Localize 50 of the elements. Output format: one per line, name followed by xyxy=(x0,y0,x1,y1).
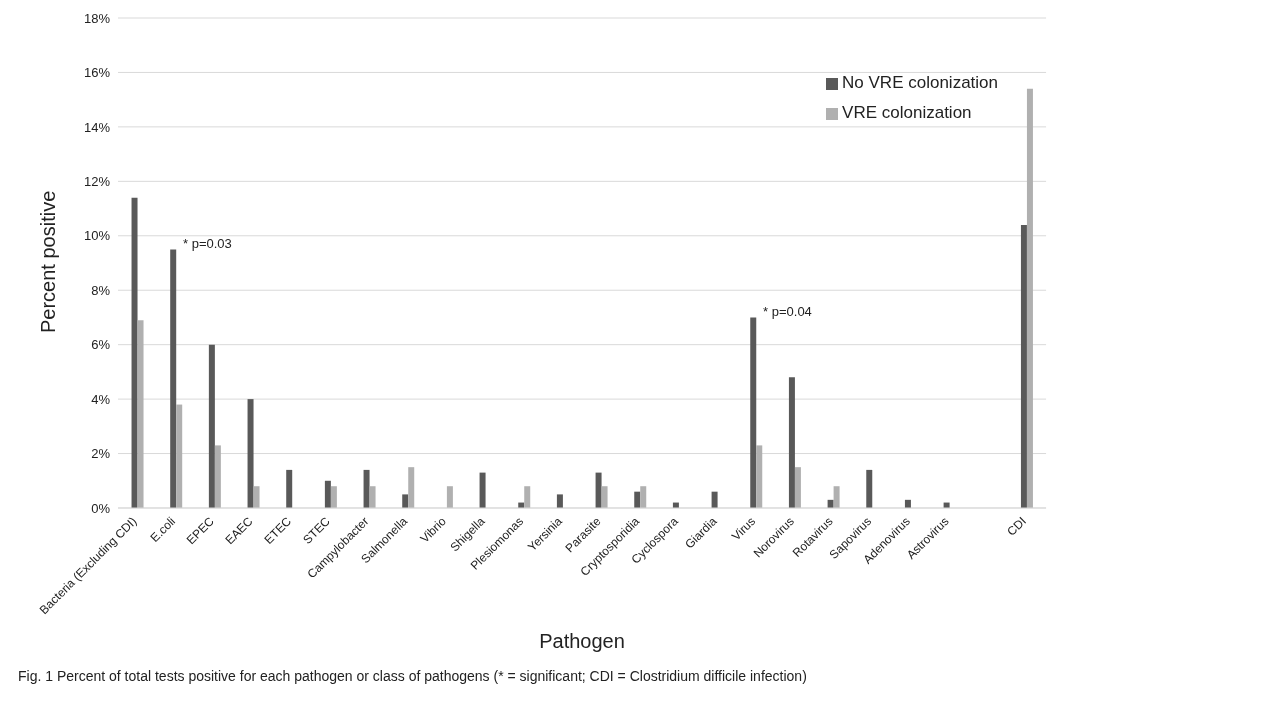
y-tick-label: 8% xyxy=(91,282,111,298)
x-tick-label: CDI xyxy=(1004,514,1029,539)
bar xyxy=(324,480,331,508)
bar xyxy=(479,472,486,508)
y-tick-label: 0% xyxy=(91,500,111,516)
bar xyxy=(137,320,144,508)
y-tick-label: 4% xyxy=(91,391,111,407)
y-tick-label: 6% xyxy=(91,337,111,353)
bar xyxy=(446,486,453,508)
y-tick-label: 2% xyxy=(91,446,111,462)
bar xyxy=(556,494,563,508)
bar xyxy=(208,344,215,508)
bar xyxy=(595,472,602,508)
y-tick-label: 12% xyxy=(83,173,111,189)
y-tick-label: 18% xyxy=(83,10,111,26)
annotation: * p=0.04 xyxy=(763,303,812,319)
bar xyxy=(247,399,254,508)
bar xyxy=(1020,224,1027,508)
bar xyxy=(1026,88,1033,508)
y-axis-title: Percent positive xyxy=(37,190,60,333)
bar xyxy=(369,486,376,508)
bar xyxy=(176,404,183,508)
y-tick-label: 10% xyxy=(83,228,111,244)
y-tick-label: 16% xyxy=(83,65,111,81)
bar xyxy=(634,491,641,508)
bar xyxy=(408,467,415,508)
annotation: * p=0.03 xyxy=(183,235,232,251)
x-axis-title: Pathogen xyxy=(539,630,625,652)
legend-label: VRE colonization xyxy=(842,103,972,122)
bar xyxy=(640,486,647,508)
bar xyxy=(833,486,840,508)
bar xyxy=(131,197,138,508)
bar xyxy=(330,486,337,508)
bar xyxy=(866,469,873,508)
y-tick-label: 14% xyxy=(83,119,111,135)
bar xyxy=(170,249,177,508)
legend-label: No VRE colonization xyxy=(842,73,998,92)
bar xyxy=(788,377,795,508)
caption: Fig. 1 Percent of total tests positive for each pathogen or class of pathogens (* = significant; CDI = Clostridium difficile infection) xyxy=(18,668,808,684)
bar xyxy=(750,317,757,508)
bar xyxy=(214,445,221,508)
bar xyxy=(286,469,293,508)
bar xyxy=(756,445,763,508)
bar xyxy=(601,486,608,508)
bar xyxy=(711,491,718,508)
bar xyxy=(363,469,370,508)
bar xyxy=(524,486,531,508)
bar xyxy=(253,486,260,508)
bar xyxy=(402,494,409,508)
bar xyxy=(794,467,801,508)
